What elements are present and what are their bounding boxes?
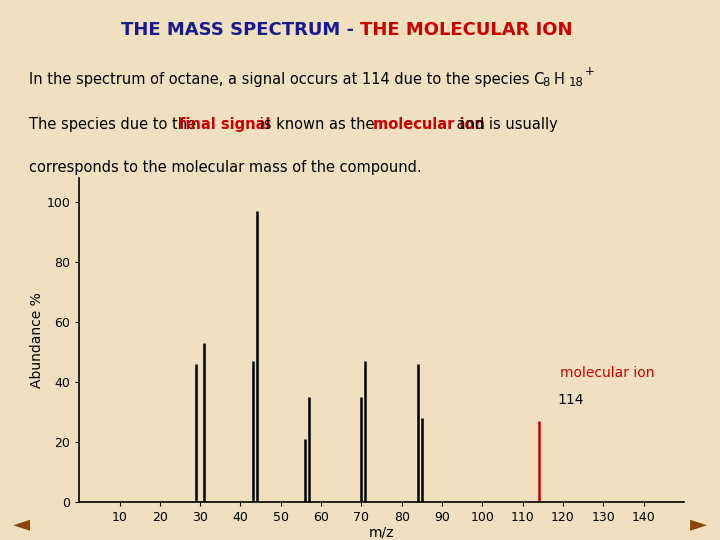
Text: ◄: ◄ — [13, 514, 30, 534]
Text: and is usually: and is usually — [452, 117, 558, 132]
Text: 18: 18 — [568, 76, 583, 89]
Text: The species due to the: The species due to the — [29, 117, 201, 132]
Text: ►: ► — [690, 514, 707, 534]
Text: +: + — [585, 65, 595, 78]
Text: molecular ion: molecular ion — [373, 117, 485, 132]
Text: 8: 8 — [542, 76, 549, 89]
Text: 114: 114 — [558, 393, 585, 407]
Y-axis label: Abundance %: Abundance % — [30, 292, 43, 388]
Text: THE MASS SPECTRUM -: THE MASS SPECTRUM - — [121, 21, 360, 39]
Text: final signal: final signal — [179, 117, 271, 132]
Text: molecular ion: molecular ion — [560, 366, 654, 380]
X-axis label: m/z: m/z — [369, 525, 395, 539]
Text: H: H — [554, 72, 564, 87]
Text: is known as the: is known as the — [255, 117, 379, 132]
Text: corresponds to the molecular mass of the compound.: corresponds to the molecular mass of the… — [29, 160, 421, 175]
Text: In the spectrum of octane, a signal occurs at 114 due to the species C: In the spectrum of octane, a signal occu… — [29, 72, 544, 87]
Text: THE MOLECULAR ION: THE MOLECULAR ION — [360, 21, 572, 39]
